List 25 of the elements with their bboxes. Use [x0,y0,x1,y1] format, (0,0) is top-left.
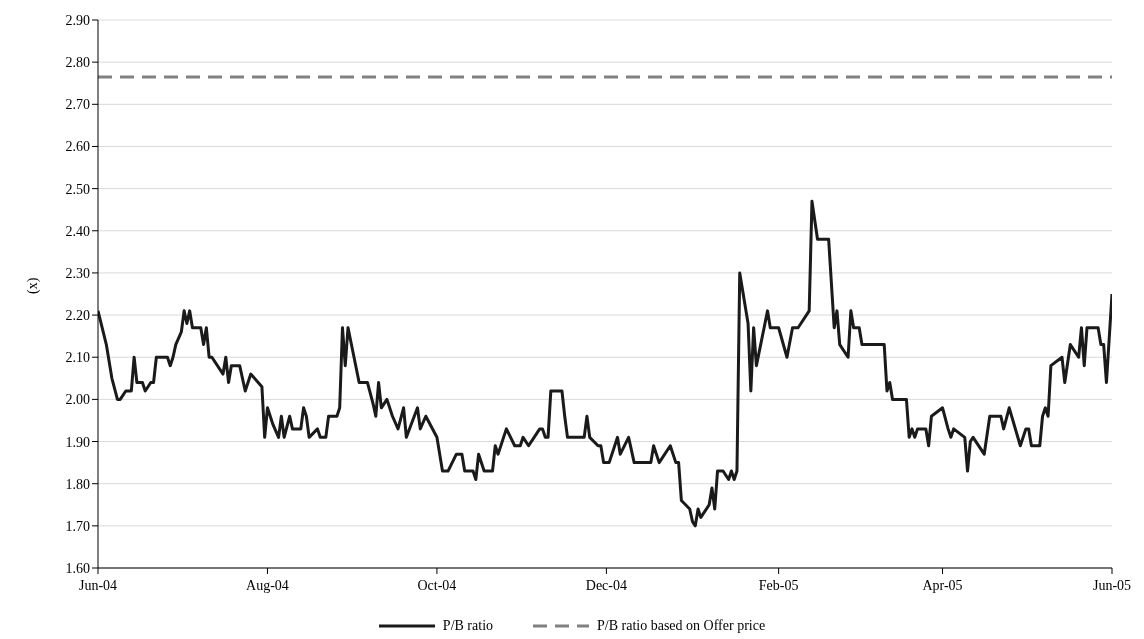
x-tick-label: Feb-05 [758,577,799,593]
x-tick-label: Oct-04 [417,577,457,593]
y-tick-label: 2.70 [65,97,90,113]
x-tick-label: Jun-04 [78,577,118,593]
y-tick-label: 2.50 [65,181,90,197]
x-tick-label: Jun-05 [1092,577,1132,593]
y-axis-title: (x) [24,277,41,294]
x-tick-label: Dec-04 [585,577,627,593]
y-tick-label: 2.40 [65,223,90,239]
y-tick-label: 2.30 [65,265,90,281]
legend-label: P/B ratio [442,618,494,634]
x-tick-label: Aug-04 [246,577,289,593]
x-tick-label: Apr-05 [922,577,963,593]
legend-label: P/B ratio based on Offer price [597,618,766,634]
y-tick-label: 2.90 [65,12,90,28]
y-tick-label: 1.60 [65,560,90,576]
y-tick-label: 2.20 [65,308,90,324]
y-tick-label: 1.90 [65,434,90,450]
y-tick-label: 2.60 [65,139,90,155]
y-tick-label: 1.80 [65,476,90,492]
y-tick-label: 2.00 [65,392,90,408]
y-tick-label: 2.80 [65,55,90,71]
line-series [98,199,1112,528]
y-tick-label: 2.10 [65,350,90,366]
y-tick-label: 1.70 [65,518,90,534]
